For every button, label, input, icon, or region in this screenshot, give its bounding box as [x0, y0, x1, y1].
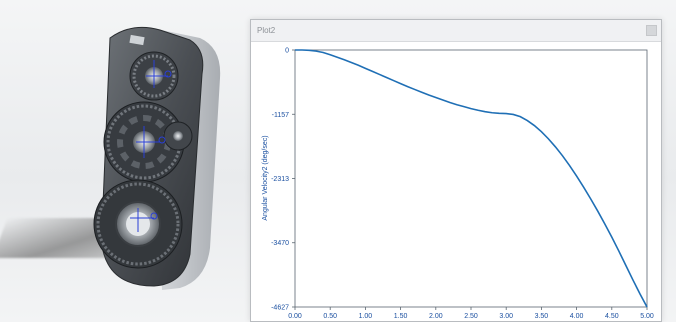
x-tick-label: 4.00	[570, 313, 584, 320]
y-tick-label: 0	[285, 48, 289, 55]
plot-title: Plot2	[257, 26, 276, 35]
angular-velocity-chart: 0 -1157 -2313 -3470 -4627 0.00 0.50 1.00 1.50 2.…	[262, 48, 654, 321]
plot-area	[294, 49, 648, 308]
gear-housing-model[interactable]	[82, 18, 242, 318]
gear-housing-drawing	[93, 26, 221, 290]
close-button[interactable]	[646, 25, 657, 36]
plot-window[interactable]: Plot2 0 -1157 -2313 -3470 -4627 0.00 0.50 1.00…	[250, 19, 662, 322]
x-tick-label: 3.00	[499, 313, 513, 320]
y-axis-title: Angular Velocity2 (deg/sec)	[262, 135, 269, 220]
y-tick-label: -2313	[271, 176, 289, 183]
series-line	[295, 49, 648, 308]
y-tick-label: -3470	[271, 240, 289, 247]
x-tick-label: 2.00	[429, 313, 443, 320]
x-tick-label: 4.50	[605, 313, 619, 320]
x-tick-label: 0.00	[288, 313, 302, 320]
x-tick-label: 2.50	[464, 313, 478, 320]
plot-titlebar[interactable]: Plot2	[251, 20, 661, 42]
y-tick-label: -1157	[272, 112, 289, 119]
x-tick-label: 5.00	[640, 313, 654, 320]
x-tick-label: 0.50	[323, 313, 337, 320]
x-tick-label: 1.00	[359, 313, 373, 320]
x-tick-label: 1.50	[394, 313, 408, 320]
y-tick-label: -4627	[271, 305, 289, 312]
x-tick-label: 3.50	[535, 313, 549, 320]
